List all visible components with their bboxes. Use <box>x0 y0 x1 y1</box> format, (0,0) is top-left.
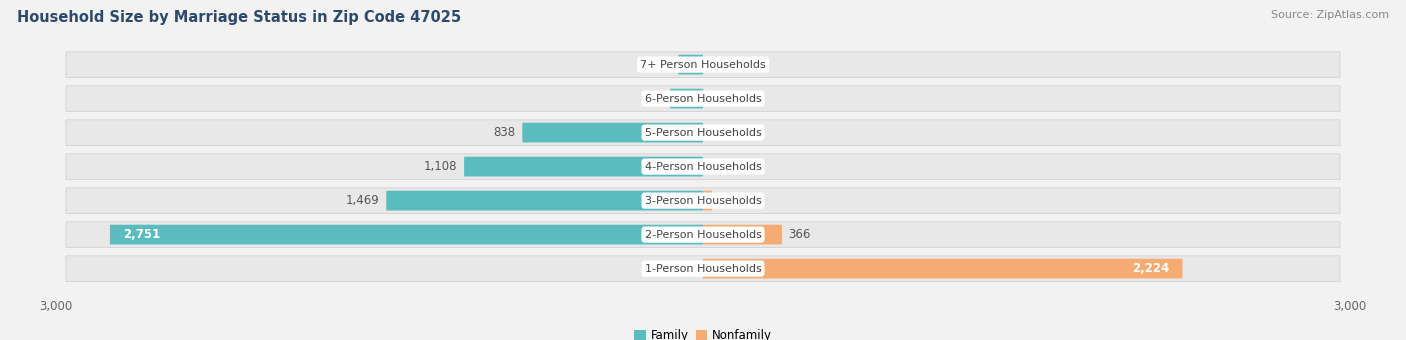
Text: 114: 114 <box>650 58 672 71</box>
Text: 4-Person Households: 4-Person Households <box>644 162 762 172</box>
FancyBboxPatch shape <box>387 191 703 210</box>
FancyBboxPatch shape <box>66 256 1340 282</box>
FancyBboxPatch shape <box>703 225 782 244</box>
Text: 2-Person Households: 2-Person Households <box>644 230 762 240</box>
Text: 6-Person Households: 6-Person Households <box>644 94 762 104</box>
Text: Household Size by Marriage Status in Zip Code 47025: Household Size by Marriage Status in Zip… <box>17 10 461 25</box>
FancyBboxPatch shape <box>66 154 1340 180</box>
FancyBboxPatch shape <box>679 55 703 74</box>
Text: 1,469: 1,469 <box>346 194 380 207</box>
Text: 2,224: 2,224 <box>1132 262 1170 275</box>
FancyBboxPatch shape <box>703 191 711 210</box>
FancyBboxPatch shape <box>110 225 703 244</box>
FancyBboxPatch shape <box>66 86 1340 112</box>
FancyBboxPatch shape <box>703 259 1182 278</box>
FancyBboxPatch shape <box>523 123 703 142</box>
Text: 41: 41 <box>718 194 734 207</box>
FancyBboxPatch shape <box>66 52 1340 78</box>
FancyBboxPatch shape <box>66 188 1340 214</box>
Text: 0: 0 <box>710 126 717 139</box>
Text: 5-Person Households: 5-Person Households <box>644 128 762 138</box>
Text: 1-Person Households: 1-Person Households <box>644 264 762 274</box>
Text: 7+ Person Households: 7+ Person Households <box>640 59 766 70</box>
FancyBboxPatch shape <box>464 157 703 176</box>
Legend: Family, Nonfamily: Family, Nonfamily <box>634 329 772 340</box>
Text: 0: 0 <box>710 160 717 173</box>
Text: 152: 152 <box>641 92 664 105</box>
FancyBboxPatch shape <box>66 222 1340 248</box>
Text: 2,751: 2,751 <box>122 228 160 241</box>
Text: 0: 0 <box>710 58 717 71</box>
FancyBboxPatch shape <box>671 89 703 108</box>
Text: 3-Person Households: 3-Person Households <box>644 195 762 206</box>
Text: 0: 0 <box>710 92 717 105</box>
FancyBboxPatch shape <box>66 120 1340 146</box>
Text: 1,108: 1,108 <box>425 160 458 173</box>
Text: 838: 838 <box>494 126 516 139</box>
Text: Source: ZipAtlas.com: Source: ZipAtlas.com <box>1271 10 1389 20</box>
Text: 366: 366 <box>789 228 811 241</box>
